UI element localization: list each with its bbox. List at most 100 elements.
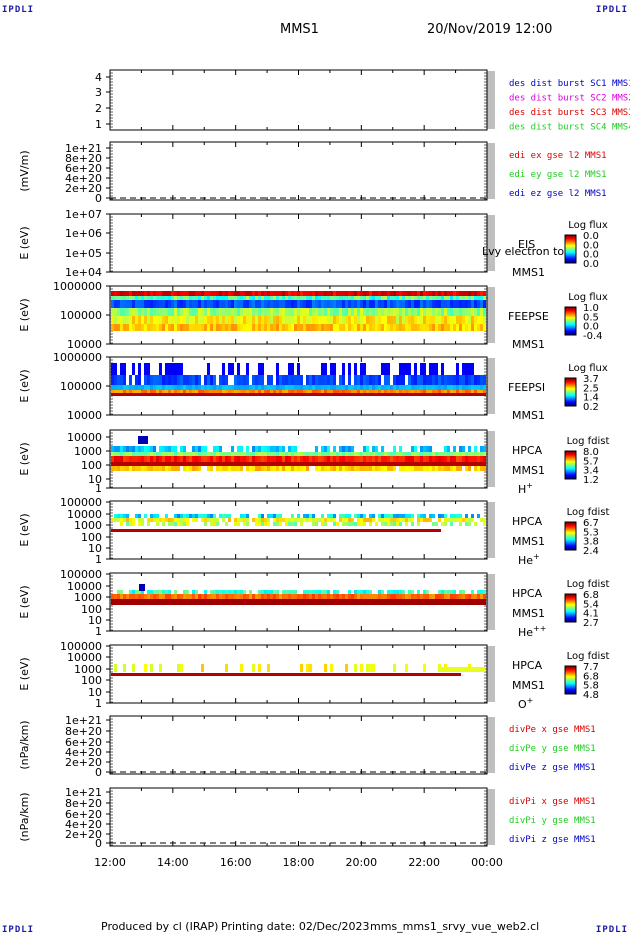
heatmap-cell bbox=[411, 452, 414, 456]
heatmap-cell bbox=[366, 518, 369, 522]
heatmap-cell bbox=[171, 594, 174, 599]
heatmap-cell bbox=[162, 518, 165, 522]
colorbar-cell bbox=[565, 319, 576, 321]
heatmap-cell bbox=[327, 456, 330, 462]
colorbar-cell bbox=[565, 545, 576, 547]
heatmap-cell bbox=[192, 594, 195, 599]
heatmap-cell bbox=[477, 462, 480, 466]
heatmap-cell bbox=[465, 300, 468, 308]
heatmap-cell bbox=[390, 390, 393, 393]
heatmap-cell bbox=[309, 375, 312, 385]
heatmap-cell bbox=[438, 308, 441, 316]
heatmap-cell bbox=[132, 296, 135, 300]
heatmap-cell bbox=[360, 522, 363, 526]
heatmap-cell bbox=[165, 300, 168, 308]
heatmap-cell bbox=[381, 300, 384, 308]
heatmap-cell bbox=[312, 300, 315, 308]
heatmap-cell bbox=[471, 599, 474, 605]
heatmap-cell bbox=[168, 518, 171, 522]
heatmap-cell bbox=[417, 308, 420, 316]
heatmap-cell bbox=[213, 599, 216, 605]
heatmap-cell bbox=[273, 599, 276, 605]
heatmap-cell bbox=[354, 522, 357, 526]
heatmap-cell bbox=[288, 452, 291, 456]
heatmap-cell bbox=[465, 291, 468, 296]
heatmap-cell bbox=[225, 308, 228, 316]
heatmap-cell bbox=[165, 462, 168, 466]
corner-mark-top-right: IPDLI bbox=[595, 5, 628, 15]
heatmap-cell bbox=[444, 452, 447, 456]
heatmap-cell bbox=[294, 522, 297, 526]
colorbar-cell bbox=[565, 683, 576, 685]
heatmap-cell bbox=[144, 308, 147, 316]
heatmap-cell bbox=[369, 393, 372, 396]
heatmap-cell bbox=[417, 456, 420, 462]
heatmap-cell bbox=[420, 390, 423, 393]
heatmap-cell bbox=[204, 456, 207, 462]
heatmap-cell bbox=[444, 594, 447, 599]
heatmap-cell bbox=[336, 590, 339, 594]
heatmap-cell bbox=[234, 291, 237, 296]
heatmap-cell bbox=[291, 462, 294, 466]
heatmap-cell bbox=[252, 316, 255, 324]
heatmap-cell bbox=[276, 308, 279, 316]
heatmap-cell bbox=[444, 518, 447, 522]
heatmap-cell bbox=[219, 393, 222, 396]
colorbar-cell bbox=[565, 666, 576, 668]
heatmap-cell bbox=[162, 590, 165, 594]
heatmap-cell bbox=[177, 390, 180, 393]
y-tick-label: 1e+04 bbox=[65, 266, 102, 279]
heatmap-cell bbox=[228, 296, 231, 300]
heatmap-cell bbox=[459, 385, 462, 390]
heatmap-cell bbox=[420, 466, 423, 471]
heatmap-cell bbox=[345, 456, 348, 462]
colorbar-tick-label: 6.8 bbox=[583, 590, 599, 601]
heatmap-cell bbox=[288, 446, 291, 452]
heatmap-cell bbox=[381, 385, 384, 390]
heatmap-cell bbox=[267, 385, 270, 390]
heatmap-cell bbox=[366, 452, 369, 456]
instrument-label: FEEPSE bbox=[508, 310, 549, 323]
heatmap-cell bbox=[330, 594, 333, 599]
heatmap-cell bbox=[450, 514, 453, 518]
heatmap-cell bbox=[462, 599, 465, 605]
heatmap-cell bbox=[261, 291, 264, 296]
heatmap-cell bbox=[453, 393, 456, 396]
heatmap-cell bbox=[420, 316, 423, 324]
heatmap-cell bbox=[306, 518, 309, 522]
heatmap-cell bbox=[411, 518, 414, 522]
heatmap-cell bbox=[213, 316, 216, 324]
heatmap-cell bbox=[381, 522, 384, 526]
heatmap-cell bbox=[162, 300, 165, 308]
heatmap-cell bbox=[177, 363, 180, 375]
colorbar-tick-label: 5.4 bbox=[583, 599, 599, 610]
heatmap-cell bbox=[132, 385, 135, 390]
heatmap-cell bbox=[354, 296, 357, 300]
heatmap-cell bbox=[255, 599, 258, 605]
series-label: divPe y gse MMS1 bbox=[509, 744, 596, 754]
heatmap-cell bbox=[123, 291, 126, 296]
heatmap-cell bbox=[162, 599, 165, 605]
heatmap-cell bbox=[288, 599, 291, 605]
heatmap-cell bbox=[414, 393, 417, 396]
heatmap-cell bbox=[219, 308, 222, 316]
heatmap-cell bbox=[393, 599, 396, 605]
heatmap-cell bbox=[174, 514, 177, 518]
heatmap-cell bbox=[396, 514, 399, 518]
heatmap-cell bbox=[411, 385, 414, 390]
corner-mark-bottom-left: IPDLI bbox=[2, 925, 35, 935]
heatmap-cell bbox=[294, 518, 297, 522]
heatmap-cell bbox=[294, 393, 297, 396]
footer-script: mms_mms1_srvy_vue_web2.cl bbox=[370, 920, 540, 933]
heatmap-cell bbox=[144, 599, 147, 605]
heatmap-cell bbox=[315, 594, 318, 599]
heatmap-cell bbox=[438, 594, 441, 599]
heatmap-cell bbox=[153, 296, 156, 300]
heatmap-cell bbox=[153, 446, 156, 452]
heatmap-cell bbox=[447, 308, 450, 316]
heatmap-cell bbox=[243, 385, 246, 390]
heatmap-cell bbox=[207, 390, 210, 393]
heatmap-cell bbox=[480, 393, 483, 396]
heatmap-cell bbox=[150, 316, 153, 324]
heatmap-cell bbox=[327, 462, 330, 466]
